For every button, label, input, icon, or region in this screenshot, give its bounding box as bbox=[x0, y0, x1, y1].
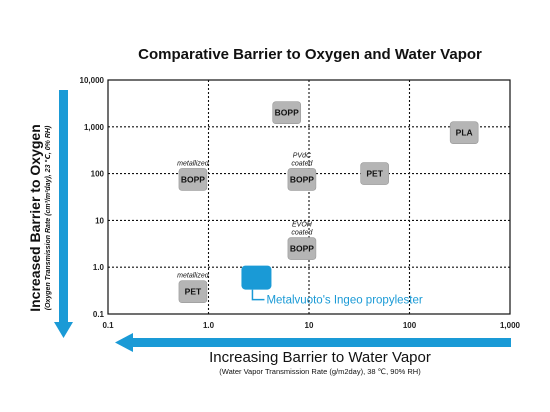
data-box bbox=[449, 121, 479, 144]
data-point: PET metallized bbox=[177, 273, 210, 303]
tick-labels: 0.1 1.0 10 100 1,000 0.1 1.0 10 100 1,000 10,000 bbox=[80, 76, 521, 330]
data-box bbox=[287, 168, 317, 191]
data-box bbox=[287, 237, 317, 260]
x-tick-label: 100 bbox=[403, 321, 417, 330]
data-box bbox=[178, 168, 208, 191]
data-box-label: BOPP bbox=[290, 244, 314, 254]
callout-label: Metalvuoto's Ingeo propylester bbox=[266, 295, 422, 307]
x-arrow-head bbox=[115, 333, 133, 352]
y-tick-label: 1.0 bbox=[93, 263, 105, 272]
y-tick-label: 100 bbox=[91, 170, 105, 179]
data-box-label: BOPP bbox=[181, 174, 205, 184]
data-box-label: PET bbox=[185, 287, 202, 297]
y-axis-label: Increased Barrier to Oxygen bbox=[27, 124, 43, 312]
y-tick-label: 10,000 bbox=[80, 76, 105, 85]
grid-layer bbox=[108, 80, 510, 314]
data-box-label: PLA bbox=[456, 128, 473, 138]
data-point: BOPP bbox=[272, 101, 302, 125]
chart-title: Comparative Barrier to Oxygen and Water … bbox=[138, 46, 482, 63]
y-axis-sublabel: (Oxygen Transmission Rate (cm³/m²day), 2… bbox=[44, 125, 52, 310]
data-note: metallized bbox=[177, 160, 210, 167]
data-box bbox=[272, 101, 302, 125]
data-box bbox=[178, 280, 208, 303]
x-tick-label: 1.0 bbox=[203, 321, 215, 330]
x-arrow-shaft bbox=[133, 338, 511, 347]
y-arrow-head bbox=[54, 322, 73, 338]
data-note: metallized bbox=[177, 273, 210, 280]
data-points: BOPPPLABOPPmetallizedBOPPPVdCcoatedPETBO… bbox=[177, 101, 479, 307]
x-tick-label: 10 bbox=[305, 321, 314, 330]
y-tick-label: 1,000 bbox=[84, 123, 105, 132]
data-box-label: BOPP bbox=[290, 174, 314, 184]
x-tick-label: 1,000 bbox=[500, 321, 521, 330]
x-axis-label: Increasing Barrier to Water Vapor bbox=[209, 349, 431, 366]
data-note: coated bbox=[291, 160, 313, 167]
y-tick-label: 0.1 bbox=[93, 310, 105, 319]
data-box-label: PET bbox=[366, 169, 383, 179]
x-axis-arrow bbox=[115, 333, 511, 352]
data-point: PET bbox=[360, 162, 389, 185]
y-tick-label: 10 bbox=[95, 216, 104, 225]
highlight-marker bbox=[241, 265, 272, 290]
data-point: Metalvuoto's Ingeo propylester bbox=[241, 265, 423, 307]
data-note: EVOH bbox=[292, 222, 313, 229]
x-tick-label: 0.1 bbox=[102, 321, 114, 330]
data-note: coated bbox=[291, 230, 313, 237]
data-point: PLA bbox=[449, 121, 479, 144]
y-arrow-shaft bbox=[59, 90, 68, 322]
data-box bbox=[360, 162, 389, 185]
plot-frame bbox=[107, 79, 511, 315]
data-point: BOPP metallized bbox=[177, 160, 210, 191]
x-axis-sublabel: (Water Vapor Transmission Rate (g/m2day)… bbox=[219, 367, 421, 376]
data-box-label: BOPP bbox=[275, 108, 299, 118]
callout-leader bbox=[251, 289, 265, 301]
data-note: PVdC bbox=[293, 152, 312, 159]
y-axis-arrow bbox=[54, 90, 73, 338]
